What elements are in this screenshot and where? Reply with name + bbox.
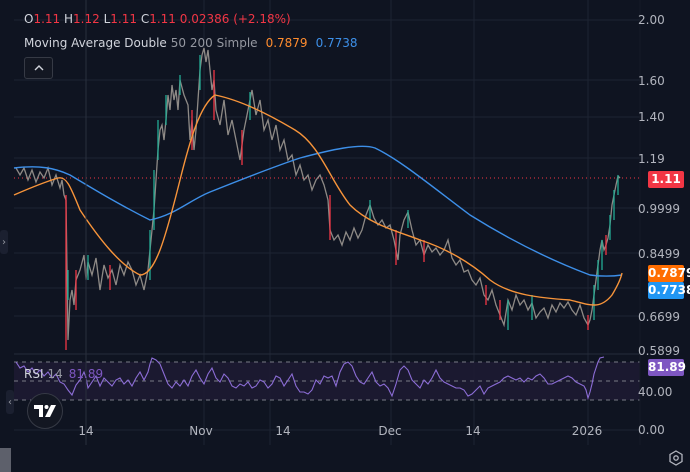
candles-down [65, 70, 607, 350]
ma-indicator-title[interactable]: Moving Average Double [24, 36, 167, 50]
collapse-legend-button[interactable] [24, 57, 53, 79]
time-axis-label: 2026 [571, 424, 603, 438]
low-label: L [103, 12, 111, 26]
open-label: O [24, 12, 34, 26]
high-label: H [64, 12, 74, 26]
time-axis-label: Dec [378, 424, 402, 438]
close-value: 1.11 [149, 12, 176, 26]
collapse-pane-button[interactable]: ‹ [6, 390, 14, 414]
change-value: 0.02386 (+2.18%) [179, 12, 291, 26]
high-value: 1.12 [73, 12, 100, 26]
low-value: 1.11 [110, 12, 137, 26]
chevron-left-icon: ‹ [8, 396, 12, 408]
ma-indicator-params: 50 200 Simple [170, 36, 258, 50]
rsi-line [15, 356, 605, 400]
rsi-axis-label: 0.00 [638, 423, 665, 437]
ma-fast-value: 0.7879 [265, 36, 308, 50]
price-axis-label: 1.40 [638, 110, 665, 124]
price-axis-label: 0.8499 [638, 247, 680, 261]
price-axis-label: 0.5899 [638, 344, 680, 358]
ma-slow-line [13, 145, 623, 277]
ma-legend[interactable]: Moving Average Double 50 200 Simple 0.7879… [24, 36, 358, 50]
time-axis-label: 14 [78, 424, 94, 438]
price-axis-label: 0.9999 [638, 202, 680, 216]
rsi-axis-label: 40.00 [638, 385, 673, 399]
rsi-title[interactable]: RSI [24, 367, 44, 381]
price-axis-label: 1.60 [638, 74, 665, 88]
ma-fast-price-tag: 0.7879 [648, 265, 690, 282]
time-axis-label: 14 [275, 424, 291, 438]
candles-up [67, 55, 619, 330]
rsi-value: 81.89 [68, 367, 104, 381]
ma-slow-value: 0.7738 [315, 36, 358, 50]
price-axis-label: 0.6699 [638, 310, 680, 324]
ma-slow-price-tag: 0.7738 [648, 282, 690, 299]
rsi-param: 14 [47, 367, 63, 381]
close-label: C [140, 12, 150, 26]
ma-fast-line [13, 94, 623, 306]
scrollbar-handle[interactable] [0, 448, 11, 472]
rsi-price-tag: 81.89 [648, 359, 686, 376]
tradingview-logo[interactable] [27, 393, 63, 429]
rsi-legend[interactable]: RSI 14 81.89 [24, 367, 103, 381]
rsi-levels [14, 361, 640, 401]
ohlc-legend: O1.11 H1.12 L1.11 C1.11 0.02386 (+2.18%) [24, 12, 291, 26]
gear-icon [669, 450, 683, 466]
chart-settings-button[interactable] [668, 450, 684, 466]
time-axis-label: Nov [189, 424, 213, 438]
tradingview-logo-icon [34, 405, 56, 417]
expand-left-panel-button[interactable]: › [0, 230, 8, 254]
price-axis-label: 2.00 [638, 13, 665, 27]
chevron-right-icon: › [2, 236, 6, 248]
chevron-up-icon [34, 65, 43, 71]
price-axis-label: 1.19 [638, 152, 665, 166]
time-axis-label: 14 [465, 424, 481, 438]
last-price-tag: 1.11 [648, 171, 684, 188]
open-value: 1.11 [33, 12, 61, 26]
